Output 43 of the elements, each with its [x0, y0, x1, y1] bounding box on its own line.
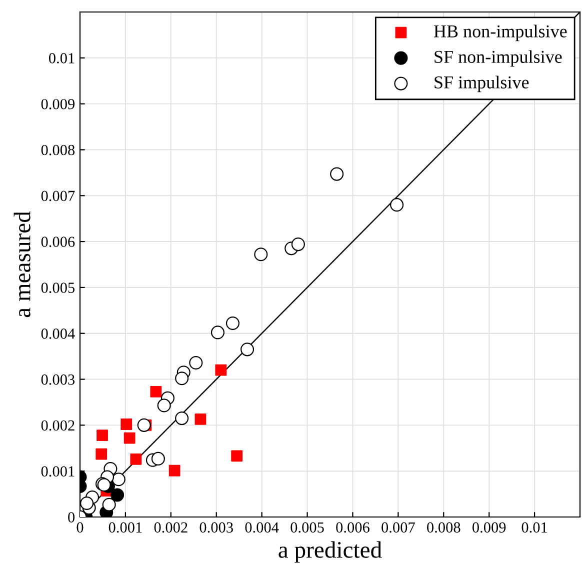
x-axis-title: a predicted	[278, 541, 382, 563]
y-tick-label: 0.007	[41, 190, 75, 202]
y-tick-label: 0.009	[41, 98, 75, 110]
y-tick-label: 0.01	[48, 53, 74, 64]
point	[215, 364, 227, 376]
legend-label: SF impulsive	[434, 76, 529, 92]
x-tick-label: 0.009	[472, 522, 506, 533]
y-tick-label: 0.001	[41, 466, 74, 477]
y-tick-label: 0.006	[41, 236, 75, 248]
legend-label: SF non-impulsive	[434, 50, 562, 67]
point	[210, 326, 224, 340]
point	[96, 430, 108, 441]
x-tick-label: 0.008	[427, 522, 460, 533]
y-axis-title: a measured	[14, 211, 30, 318]
point	[80, 496, 94, 510]
point	[120, 418, 132, 430]
point	[137, 418, 151, 432]
point	[168, 464, 180, 476]
y-tick-label: 0.003	[41, 374, 75, 385]
x-tick-label: 0	[76, 522, 84, 533]
point	[175, 372, 189, 386]
y-tick-label: 0	[68, 512, 75, 522]
y-tick-label: 0.002	[41, 420, 74, 431]
point	[291, 238, 305, 252]
x-tick-label: 0.007	[382, 522, 415, 533]
y-tick-label: 0.004	[41, 328, 75, 339]
point	[150, 386, 162, 398]
x-tick-label: 0.006	[336, 522, 370, 533]
point	[96, 448, 108, 460]
y-tick-label: 0.008	[41, 144, 75, 156]
x-tick-label: 0.002	[154, 522, 188, 533]
point	[110, 488, 124, 502]
x-tick-label: 0.004	[245, 522, 279, 533]
x-tick-label: 0.003	[200, 522, 233, 533]
legend-label: HB non-impulsive	[434, 24, 567, 42]
point	[130, 453, 142, 465]
point	[194, 414, 206, 425]
x-tick-label: 0.01	[522, 522, 547, 533]
x-tick-label: 0.005	[290, 522, 324, 533]
point	[124, 432, 136, 444]
x-tick-label: 0.001	[108, 522, 142, 533]
y-tick-label: 0.005	[41, 282, 75, 293]
point	[231, 450, 243, 462]
